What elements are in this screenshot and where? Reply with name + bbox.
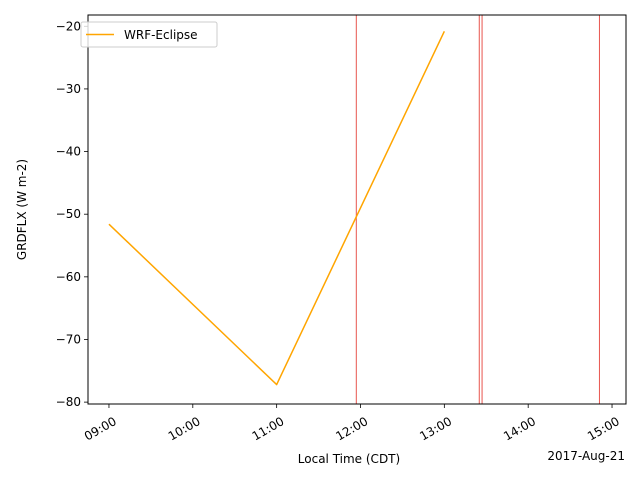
y-tick-label-3: −50: [56, 207, 81, 221]
legend: WRF-Eclipse: [80, 21, 218, 48]
y-tick-label-2: −40: [56, 145, 81, 159]
series-line-0: [108, 30, 446, 386]
x-tick-label-6: 15:00: [585, 414, 622, 443]
x-axis-ticks: 09:00 10:00 11:00 12:00 13:00 14:00 15:00: [82, 404, 622, 444]
y-axis-label: GRDFLX (W m-2): [15, 159, 29, 260]
date-label: 2017-Aug-21: [547, 449, 625, 463]
y-tick-label-6: −80: [56, 395, 81, 409]
x-tick-label-0: 09:00: [82, 414, 119, 443]
plot-frame: [87, 14, 627, 405]
eclipse-markers: [355, 15, 600, 404]
x-tick-label-1: 10:00: [166, 414, 203, 443]
y-tick-label-0: −20: [56, 19, 81, 33]
series-layer: [108, 30, 446, 386]
y-axis-ticks: −20 −30 −40 −50 −60 −70 −80: [56, 19, 88, 409]
x-tick-label-3: 12:00: [333, 414, 370, 443]
x-tick-label-2: 11:00: [250, 414, 287, 443]
x-axis-label: Local Time (CDT): [298, 452, 400, 466]
legend-box: [80, 21, 218, 48]
x-tick-label-5: 14:00: [501, 414, 538, 443]
x-tick-label-4: 13:00: [417, 414, 454, 443]
y-tick-label-4: −60: [56, 270, 81, 284]
y-tick-label-5: −70: [56, 332, 81, 346]
y-tick-label-1: −30: [56, 82, 81, 96]
legend-label: WRF-Eclipse: [124, 28, 198, 42]
